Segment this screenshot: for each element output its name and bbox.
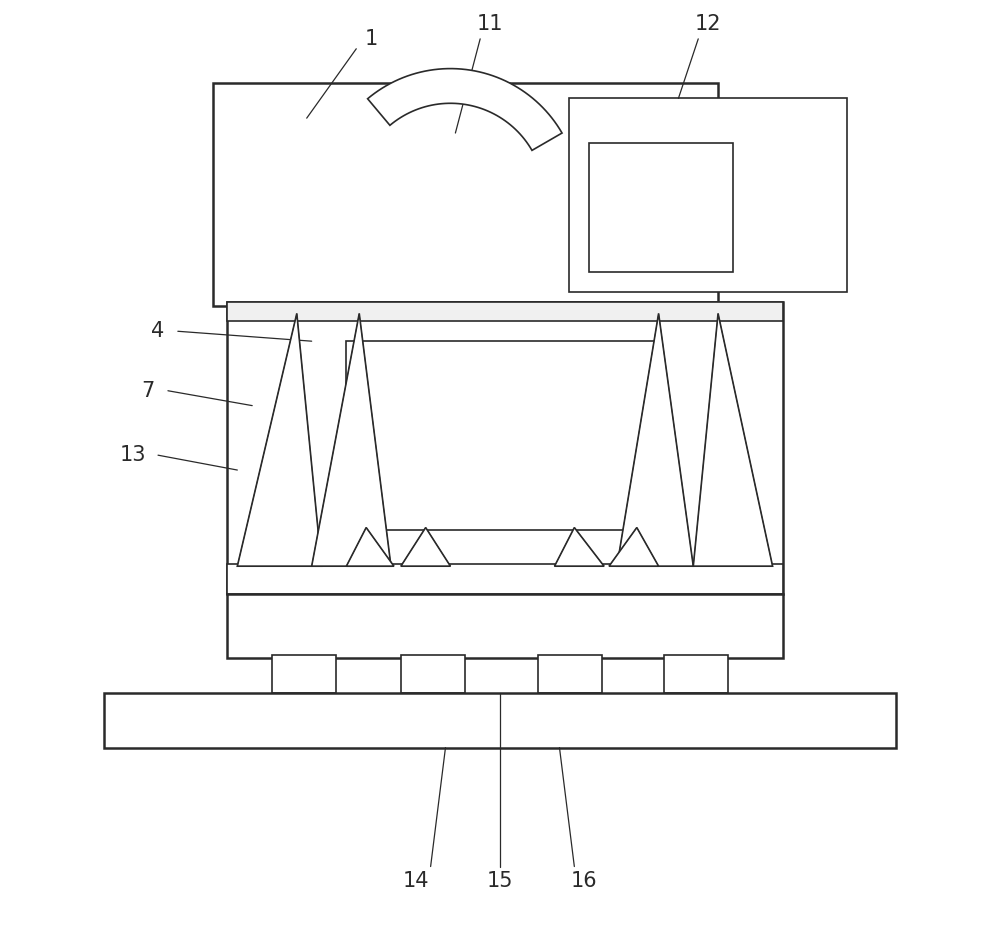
Text: 1: 1 <box>365 28 378 48</box>
Polygon shape <box>368 68 562 150</box>
Polygon shape <box>609 527 659 566</box>
Bar <box>589 142 733 272</box>
Text: 14: 14 <box>402 871 429 891</box>
Bar <box>538 656 602 694</box>
Text: 11: 11 <box>477 14 503 34</box>
Bar <box>227 564 783 594</box>
Bar <box>227 594 783 658</box>
Bar <box>346 341 659 529</box>
Text: 15: 15 <box>487 871 513 891</box>
Text: 4: 4 <box>151 321 165 341</box>
Polygon shape <box>237 314 322 566</box>
Text: 16: 16 <box>571 871 598 891</box>
Polygon shape <box>617 314 693 566</box>
Bar <box>307 301 356 460</box>
Polygon shape <box>555 527 604 566</box>
Bar <box>654 301 703 460</box>
Bar <box>227 301 783 321</box>
Bar <box>569 99 847 292</box>
Polygon shape <box>312 314 391 566</box>
Bar <box>664 656 728 694</box>
Bar <box>227 301 783 594</box>
Text: 13: 13 <box>120 446 146 466</box>
Polygon shape <box>401 527 450 566</box>
Polygon shape <box>346 527 394 566</box>
Text: 12: 12 <box>695 14 721 34</box>
Bar <box>272 656 336 694</box>
Bar <box>401 656 465 694</box>
Bar <box>213 84 718 307</box>
Bar <box>104 694 896 748</box>
Bar <box>292 301 718 321</box>
Text: 7: 7 <box>141 381 155 401</box>
Polygon shape <box>693 314 773 566</box>
